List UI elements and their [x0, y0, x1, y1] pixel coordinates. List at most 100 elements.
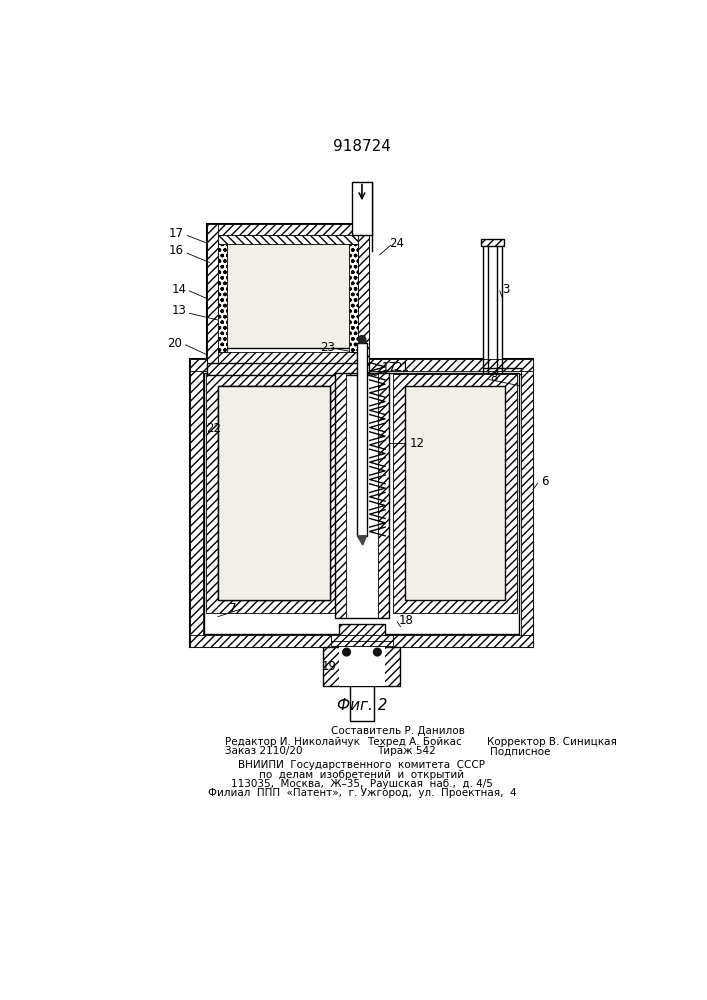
Ellipse shape: [265, 286, 269, 288]
Ellipse shape: [295, 590, 299, 592]
Ellipse shape: [467, 409, 470, 411]
Ellipse shape: [318, 507, 322, 510]
Text: ВНИИПИ  Государственного  комитета  СССР: ВНИИПИ Государственного комитета СССР: [238, 760, 486, 770]
Ellipse shape: [281, 399, 286, 401]
Ellipse shape: [320, 565, 324, 567]
Text: 918724: 918724: [333, 139, 391, 154]
Ellipse shape: [450, 542, 453, 544]
Ellipse shape: [453, 583, 457, 585]
Ellipse shape: [293, 438, 298, 441]
Ellipse shape: [252, 497, 256, 500]
Ellipse shape: [304, 447, 308, 450]
Ellipse shape: [314, 408, 317, 411]
Ellipse shape: [246, 244, 250, 246]
Ellipse shape: [255, 413, 259, 415]
Ellipse shape: [226, 499, 230, 501]
Ellipse shape: [464, 440, 467, 442]
Ellipse shape: [498, 411, 503, 414]
Ellipse shape: [312, 487, 316, 489]
Ellipse shape: [274, 477, 278, 480]
Ellipse shape: [277, 536, 281, 539]
Ellipse shape: [485, 525, 489, 528]
Text: 6: 6: [541, 475, 548, 488]
Bar: [207, 352, 369, 363]
Ellipse shape: [451, 479, 455, 481]
Ellipse shape: [262, 425, 267, 427]
Ellipse shape: [305, 566, 309, 569]
Ellipse shape: [478, 543, 482, 545]
Ellipse shape: [416, 472, 421, 475]
Ellipse shape: [304, 556, 308, 558]
Ellipse shape: [253, 412, 257, 414]
Bar: [349, 235, 358, 352]
Ellipse shape: [317, 533, 321, 535]
Ellipse shape: [257, 413, 261, 416]
Ellipse shape: [272, 559, 276, 562]
Ellipse shape: [258, 519, 262, 522]
Ellipse shape: [226, 502, 230, 505]
Ellipse shape: [288, 436, 291, 438]
Ellipse shape: [257, 450, 262, 452]
Ellipse shape: [304, 447, 308, 450]
Ellipse shape: [223, 576, 228, 579]
Ellipse shape: [286, 399, 290, 401]
Bar: [483, 243, 502, 597]
Ellipse shape: [320, 565, 324, 567]
Ellipse shape: [252, 494, 257, 496]
Ellipse shape: [428, 407, 432, 409]
Ellipse shape: [282, 579, 286, 581]
Bar: [218, 235, 227, 352]
Ellipse shape: [440, 533, 444, 536]
Ellipse shape: [257, 545, 261, 548]
Ellipse shape: [471, 462, 474, 465]
Ellipse shape: [225, 456, 229, 459]
Ellipse shape: [312, 500, 316, 503]
Ellipse shape: [320, 470, 325, 473]
Ellipse shape: [240, 404, 245, 406]
Ellipse shape: [346, 276, 351, 278]
Ellipse shape: [300, 278, 304, 281]
Ellipse shape: [250, 423, 254, 425]
Ellipse shape: [431, 589, 435, 591]
Ellipse shape: [473, 536, 477, 539]
Text: по  делам  изобретений  и  открытий: по делам изобретений и открытий: [259, 770, 464, 780]
Bar: [207, 224, 218, 363]
Ellipse shape: [423, 580, 427, 583]
Ellipse shape: [281, 315, 286, 317]
Ellipse shape: [252, 496, 257, 499]
Ellipse shape: [245, 539, 249, 542]
Ellipse shape: [317, 469, 322, 471]
Ellipse shape: [292, 534, 296, 536]
Ellipse shape: [244, 405, 248, 408]
Ellipse shape: [482, 587, 486, 590]
Ellipse shape: [223, 397, 228, 400]
Ellipse shape: [317, 533, 321, 535]
Ellipse shape: [329, 272, 333, 275]
Ellipse shape: [298, 505, 303, 507]
Ellipse shape: [317, 456, 322, 458]
Ellipse shape: [322, 333, 326, 335]
Bar: [405, 386, 506, 600]
Ellipse shape: [244, 477, 247, 480]
Ellipse shape: [269, 410, 273, 412]
Ellipse shape: [454, 484, 458, 487]
Ellipse shape: [433, 405, 437, 407]
Ellipse shape: [255, 403, 258, 405]
Ellipse shape: [469, 592, 474, 595]
Ellipse shape: [240, 538, 245, 540]
Ellipse shape: [425, 472, 428, 474]
Ellipse shape: [228, 592, 232, 595]
Ellipse shape: [230, 574, 234, 576]
Ellipse shape: [233, 491, 237, 494]
Bar: [190, 635, 533, 647]
Ellipse shape: [313, 302, 317, 305]
Text: Редактор И. Николайчук: Редактор И. Николайчук: [225, 737, 360, 747]
Ellipse shape: [276, 291, 280, 293]
Ellipse shape: [421, 458, 426, 460]
Bar: [356, 182, 368, 251]
Ellipse shape: [479, 504, 482, 506]
Ellipse shape: [244, 477, 247, 480]
Ellipse shape: [485, 406, 489, 408]
Bar: [227, 235, 349, 242]
Ellipse shape: [235, 490, 239, 492]
